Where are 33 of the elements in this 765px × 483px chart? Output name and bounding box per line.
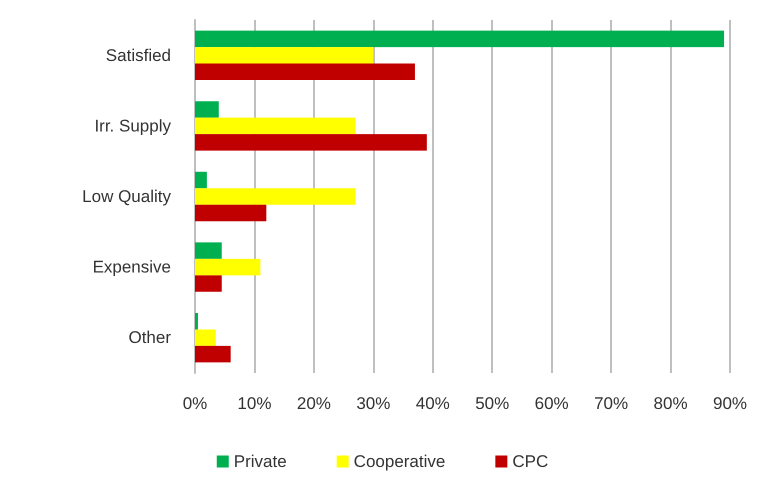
x-tick-label: 60% [534,394,569,413]
x-tick-label: 0% [182,394,208,413]
bar [195,134,427,151]
x-tick-label: 40% [416,394,450,413]
bar [195,101,219,118]
bar [195,118,356,134]
legend-label: CPC [512,452,548,471]
x-tick-label: 50% [475,394,510,413]
y-tick-label: Expensive [92,258,171,277]
legend-label: Cooperative [354,452,446,471]
bar [195,47,374,64]
bar [195,329,216,346]
x-tick-label: 10% [237,394,272,413]
y-tick-label: Satisfied [106,46,171,65]
y-tick-label: Other [128,328,172,348]
bar [195,30,724,48]
legend-label: Private [234,452,287,471]
bar [195,346,231,362]
bar [195,242,222,259]
x-tick-label: 90% [712,394,748,413]
x-tick-label: 80% [654,394,688,413]
y-tick-label: Low Quality [82,187,172,206]
bar [195,258,260,276]
bar [195,172,207,188]
x-tick-label: 70% [594,394,628,413]
bar [195,204,266,222]
bar [195,275,222,292]
bar [195,64,415,80]
y-tick-label: Irr. Supply [94,116,172,136]
bar [195,312,198,330]
bar [195,188,356,205]
x-tick-label: 30% [356,394,390,413]
x-tick-label: 20% [296,394,331,413]
